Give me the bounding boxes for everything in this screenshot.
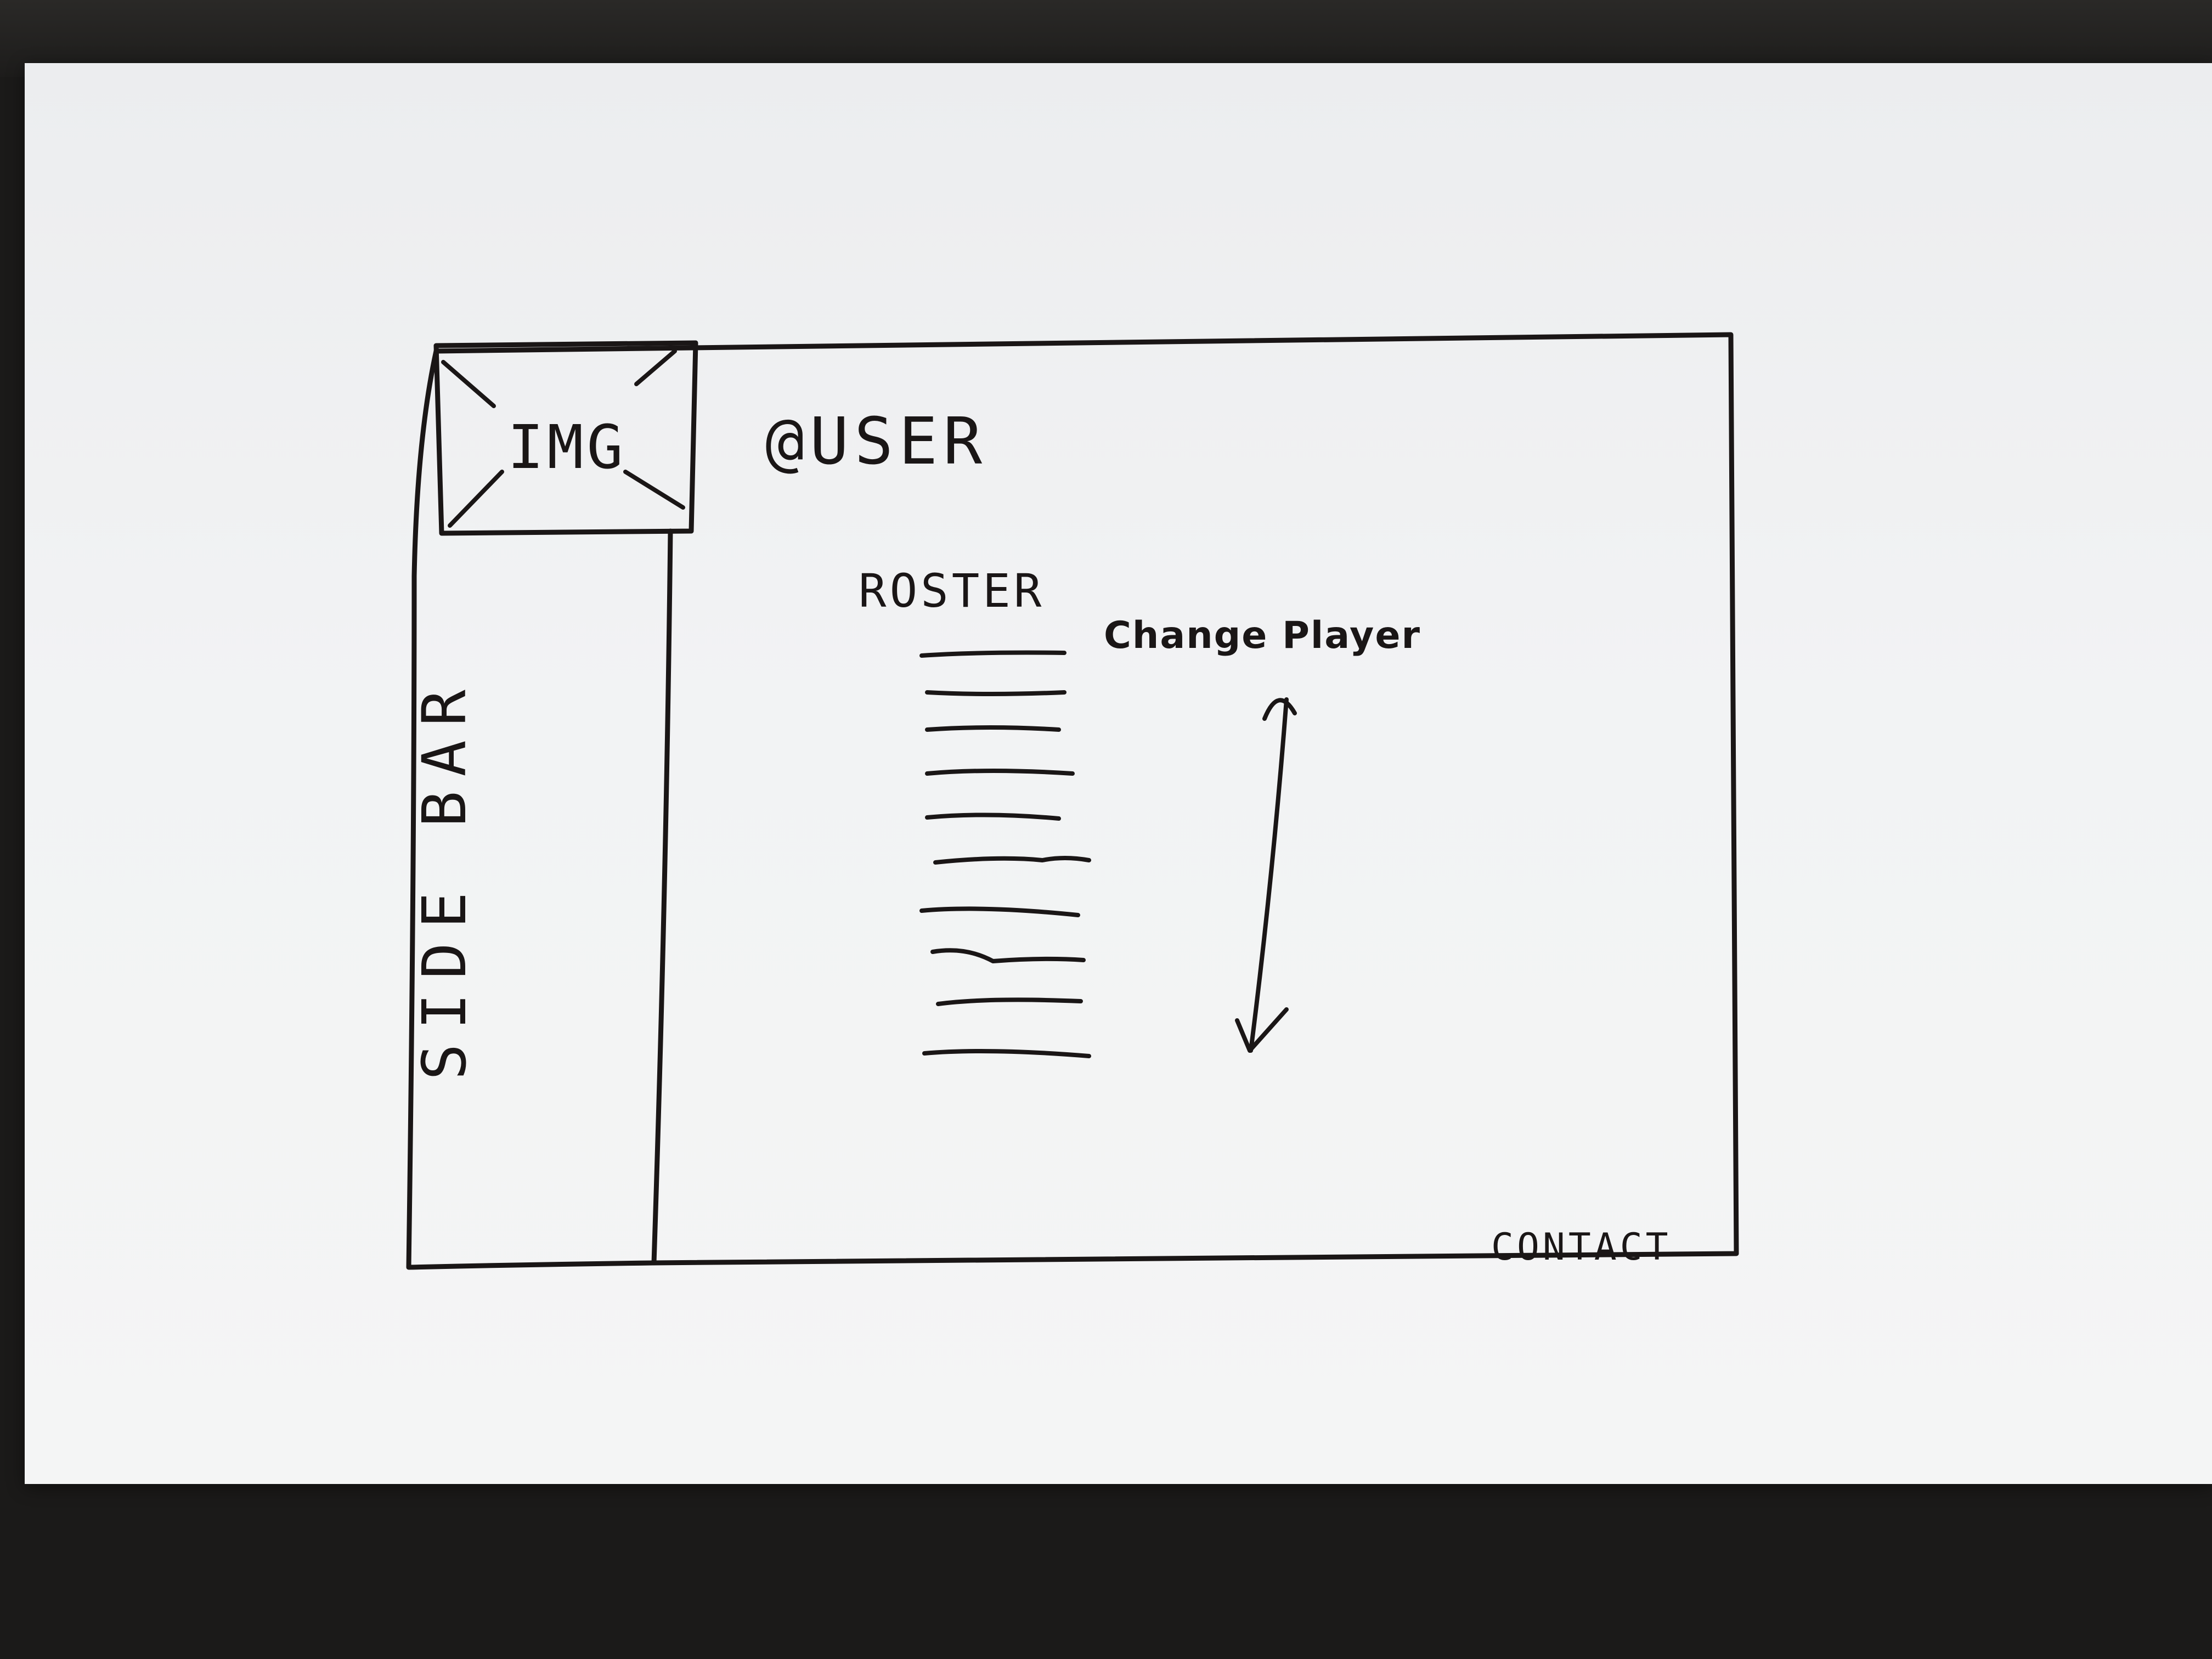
- avatar-cross-b: [623, 470, 685, 510]
- sidebar-label: SIDE BAR: [409, 675, 479, 1080]
- sidebar-edge: [651, 528, 673, 1266]
- sketch-paper: [25, 63, 2212, 1484]
- avatar-cross-c: [634, 349, 677, 386]
- avatar-placeholder-label: IMG: [507, 412, 627, 482]
- page-frame: [406, 332, 1739, 1270]
- avatar-cross-a: [441, 360, 496, 408]
- username-heading: @USER: [765, 403, 988, 479]
- scroll-arrow-head-top: [1262, 698, 1297, 721]
- scroll-arrow-icon[interactable]: [1229, 680, 1306, 1064]
- scroll-arrow-head-bottom: [1235, 1007, 1289, 1053]
- avatar-box: [433, 340, 698, 536]
- avatar-cross-d: [448, 470, 504, 528]
- roster-heading: ROSTER: [859, 564, 1045, 618]
- roster-list[interactable]: [919, 645, 1094, 1067]
- roster-rows: [919, 650, 1091, 1058]
- change-player-button[interactable]: Change Player: [1104, 614, 1421, 657]
- contact-link[interactable]: CONTACT: [1491, 1226, 1672, 1269]
- scroll-arrow-shaft: [1249, 697, 1289, 1053]
